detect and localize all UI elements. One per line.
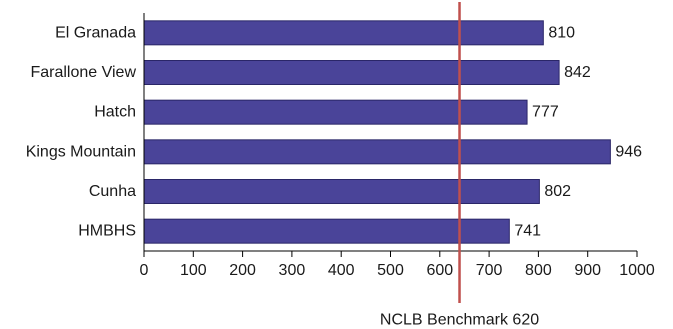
x-tick-label-6: 600	[426, 262, 453, 279]
benchmark-label: NCLB Benchmark 620	[380, 312, 539, 329]
category-label-0: El Granada	[55, 24, 136, 41]
bar-5	[143, 218, 510, 244]
x-tick-label-9: 900	[574, 262, 601, 279]
bar-3	[143, 139, 611, 165]
reference-line-group: NCLB Benchmark 620	[380, 2, 539, 329]
value-label-1: 842	[564, 64, 591, 81]
bar-1	[143, 60, 560, 85]
bars-group	[143, 20, 611, 244]
x-tick-label-5: 500	[377, 262, 404, 279]
value-labels-group: 810 842 777 946 802 741	[514, 24, 642, 239]
category-labels-group: El Granada Farallone View Hatch Kings Mount…	[26, 24, 137, 239]
x-tick-label-7: 700	[476, 262, 503, 279]
x-tick-label-10: 1000	[619, 262, 655, 279]
category-label-2: Hatch	[94, 104, 136, 121]
value-label-2: 777	[532, 104, 559, 121]
x-tick-label-0: 0	[140, 262, 149, 279]
x-tick-label-4: 400	[328, 262, 355, 279]
x-tick-label-8: 800	[525, 262, 552, 279]
value-label-3: 946	[615, 143, 642, 160]
category-label-5: HMBHS	[78, 223, 136, 240]
value-label-0: 810	[548, 24, 575, 41]
bar-2	[143, 99, 528, 125]
category-label-3: Kings Mountain	[26, 143, 136, 160]
x-tick-label-2: 200	[229, 262, 256, 279]
category-label-4: Cunha	[89, 183, 136, 200]
x-axis: 0 100 200 300 400 500 600 700 800 900 1000	[140, 13, 655, 279]
bar-0	[143, 20, 544, 46]
x-tick-label-1: 100	[180, 262, 207, 279]
category-label-1: Farallone View	[30, 64, 136, 81]
x-tick-label-3: 300	[279, 262, 306, 279]
value-label-4: 802	[544, 183, 571, 200]
value-label-5: 741	[514, 223, 541, 240]
bar-4	[143, 179, 540, 204]
